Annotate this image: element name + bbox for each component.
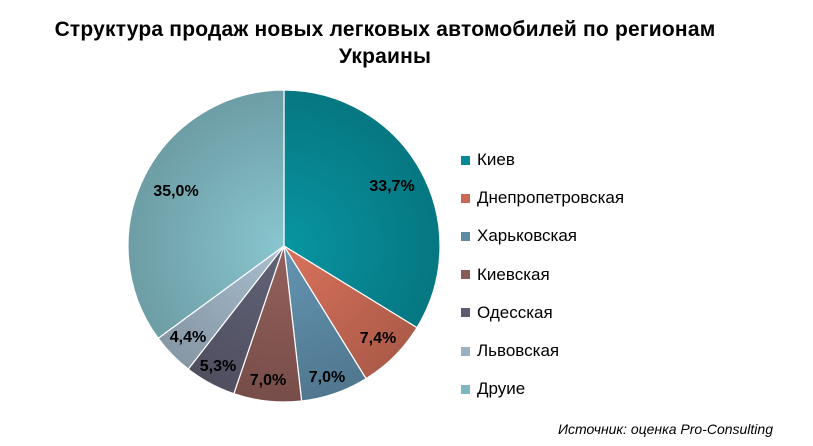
legend-swatch-6 — [461, 384, 470, 394]
legend-swatch-3 — [461, 270, 470, 280]
legend-label-3: Киевская — [477, 264, 550, 284]
chart-title-line-1: Структура продаж новых легковых автомоби… — [54, 18, 716, 41]
legend-item-1: Днепропетровская — [461, 179, 624, 217]
legend-swatch-0 — [461, 155, 470, 165]
data-label-0: 33,7% — [369, 178, 414, 195]
legend-item-3: Киевская — [461, 256, 624, 294]
pie-slice-0 — [283, 89, 441, 329]
legend-item-0: Киев — [461, 141, 624, 179]
legend-label-0: Киев — [477, 150, 515, 170]
source-note: Источник: оценка Pro-Consulting — [558, 421, 773, 437]
legend-label-6: Друие — [477, 379, 526, 399]
chart-legend: Киев Днепропетровская Харьковская Киевская О… — [461, 141, 624, 408]
legend-item-6: Друие — [461, 370, 624, 408]
legend-item-5: Львовская — [461, 332, 624, 370]
legend-label-1: Днепропетровская — [477, 188, 625, 208]
legend-swatch-4 — [461, 308, 470, 318]
data-label-3: 7,0% — [250, 372, 286, 389]
legend-label-2: Харьковская — [477, 226, 577, 246]
data-label-5: 4,4% — [170, 329, 206, 346]
legend-swatch-2 — [461, 231, 470, 241]
legend-label-4: Одесская — [477, 302, 553, 322]
chart-title: Структура продаж новых легковых автомоби… — [0, 16, 770, 70]
legend-item-2: Харьковская — [461, 217, 624, 255]
data-label-2: 7,0% — [309, 369, 345, 386]
legend-label-5: Львовская — [477, 341, 560, 361]
legend-swatch-5 — [461, 346, 470, 356]
data-label-1: 7,4% — [360, 330, 396, 347]
legend-item-4: Одесская — [461, 294, 624, 332]
data-label-6: 35,0% — [153, 183, 198, 200]
pie-slice-6 — [127, 89, 285, 340]
data-label-4: 5,3% — [200, 358, 236, 375]
chart-title-line-2: Украины — [338, 45, 432, 68]
legend-swatch-1 — [461, 193, 470, 203]
